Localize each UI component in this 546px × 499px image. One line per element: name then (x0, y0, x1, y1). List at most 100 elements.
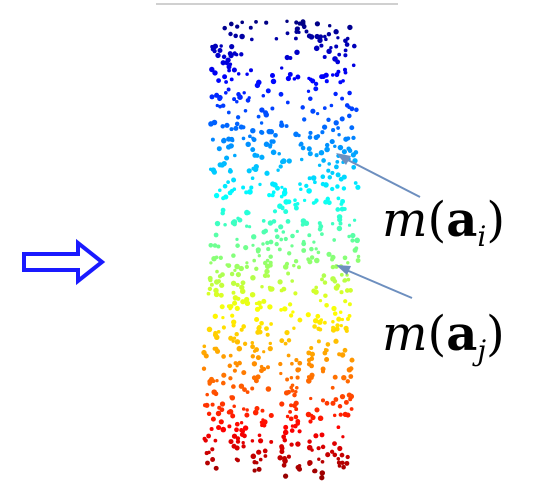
cloud-point (312, 240, 316, 244)
cloud-point (220, 103, 226, 108)
cloud-point (264, 263, 271, 269)
cloud-point (233, 361, 238, 366)
cloud-point (208, 242, 214, 248)
cloud-point (236, 72, 241, 76)
cloud-point (213, 391, 219, 397)
cloud-point (279, 194, 284, 199)
cloud-point (216, 146, 222, 152)
cloud-point (206, 291, 211, 296)
cloud-point (300, 105, 305, 110)
cloud-point (295, 375, 300, 380)
cloud-point (235, 115, 241, 120)
cloud-point (229, 77, 234, 82)
cloud-point (333, 144, 337, 149)
cloud-point (289, 375, 294, 380)
cloud-point (274, 241, 279, 247)
cloud-point (265, 332, 270, 337)
cloud-point (348, 397, 353, 402)
cloud-point (337, 52, 342, 57)
cloud-point (250, 147, 256, 153)
cloud-point (213, 346, 219, 352)
cloud-point (302, 198, 307, 203)
cloud-point (266, 247, 271, 252)
cloud-point (329, 139, 335, 145)
cloud-point (299, 141, 304, 147)
cloud-point (349, 125, 355, 131)
cloud-point (324, 79, 329, 84)
cloud-point (339, 393, 346, 400)
cloud-point (243, 245, 249, 251)
cloud-point (233, 33, 238, 39)
cloud-point (324, 142, 330, 148)
cloud-point (231, 433, 238, 439)
cloud-point (281, 462, 287, 468)
cloud-point (287, 251, 292, 256)
cloud-point (280, 66, 284, 70)
cloud-point (308, 96, 313, 101)
cloud-point (257, 254, 261, 258)
cloud-point (293, 258, 299, 264)
cloud-point (334, 72, 340, 78)
cloud-point (349, 106, 355, 112)
cloud-point (331, 319, 335, 324)
cloud-point (255, 374, 261, 380)
label-m-a-i: m(ai) (382, 196, 505, 251)
cloud-point (337, 132, 341, 137)
cloud-point (246, 168, 252, 174)
label-close-paren: ) (486, 306, 505, 362)
cloud-point (267, 193, 272, 198)
cloud-point (323, 182, 329, 188)
cloud-point (231, 319, 237, 325)
cloud-point (313, 200, 318, 204)
cloud-point (264, 326, 269, 331)
cloud-point (269, 439, 274, 444)
cloud-point (326, 32, 332, 37)
cloud-point (293, 205, 299, 211)
cloud-point (256, 325, 262, 330)
cloud-point (226, 263, 232, 269)
cloud-point (228, 143, 234, 149)
cloud-point (250, 453, 257, 460)
cloud-point (310, 175, 317, 181)
cloud-point (307, 151, 313, 157)
cloud-point (317, 37, 323, 44)
cloud-point (221, 380, 225, 385)
cloud-point (244, 264, 250, 270)
label-vector: a (446, 192, 478, 248)
cloud-point (249, 291, 256, 298)
cloud-point (294, 20, 299, 25)
cloud-point (240, 280, 246, 286)
cloud-point (351, 135, 356, 141)
cloud-point (290, 424, 295, 428)
cloud-point (241, 324, 247, 329)
cloud-point (344, 460, 350, 466)
cloud-point (216, 329, 221, 334)
cloud-point (301, 241, 307, 247)
cloud-point (288, 409, 293, 414)
cloud-point (348, 374, 354, 379)
cloud-point (220, 124, 225, 129)
cloud-point (212, 70, 218, 76)
cloud-point (332, 441, 337, 446)
cloud-point (286, 271, 291, 276)
cloud-point (224, 122, 230, 128)
cloud-point (240, 299, 246, 305)
cloud-point (324, 37, 328, 42)
cloud-point (231, 443, 237, 449)
cloud-point (277, 279, 283, 285)
cloud-point (283, 341, 288, 346)
cloud-point (347, 313, 352, 318)
cloud-point (264, 20, 269, 25)
cloud-point (332, 374, 338, 380)
cloud-point (241, 444, 246, 449)
cloud-point (254, 266, 259, 271)
cloud-point (279, 122, 285, 128)
cloud-point (248, 25, 253, 30)
cloud-point (347, 302, 352, 307)
cloud-point (289, 428, 295, 433)
cloud-point (300, 19, 306, 25)
cloud-point (226, 180, 230, 184)
cloud-point (342, 67, 348, 72)
cloud-point (282, 306, 288, 312)
